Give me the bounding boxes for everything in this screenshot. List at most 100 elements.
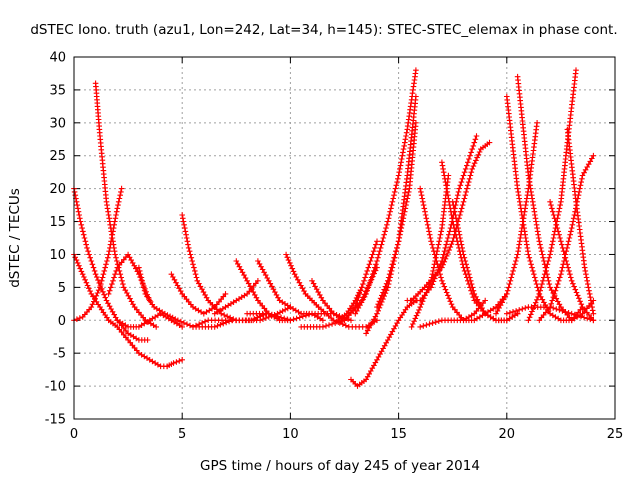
- data-point: [193, 274, 200, 281]
- data-point: [426, 228, 432, 235]
- data-point: [568, 225, 575, 231]
- data-point: [428, 278, 434, 284]
- data-point: [178, 318, 184, 325]
- data-point: [114, 258, 120, 264]
- data-point: [79, 271, 86, 277]
- data-point: [417, 324, 423, 330]
- data-point: [456, 231, 463, 238]
- data-point: [440, 169, 447, 175]
- data-point: [112, 215, 119, 222]
- data-point: [577, 182, 584, 189]
- data-point: [516, 241, 522, 248]
- data-point: [545, 258, 552, 264]
- data-point: [369, 251, 376, 258]
- data-point: [520, 218, 526, 225]
- data-point: [569, 222, 576, 228]
- data-point: [175, 317, 181, 324]
- data-point: [448, 241, 455, 247]
- data-point: [553, 284, 560, 291]
- data-point: [373, 241, 379, 248]
- data-point: [401, 208, 408, 215]
- data-point: [320, 324, 326, 330]
- data-point: [120, 281, 126, 287]
- data-point: [81, 235, 88, 241]
- data-point: [519, 212, 525, 218]
- data-point: [91, 268, 98, 274]
- data-point: [573, 289, 580, 296]
- data-point: [266, 310, 272, 317]
- data-point: [539, 281, 545, 287]
- data-point: [547, 304, 553, 310]
- data-point: [366, 261, 373, 268]
- data-point: [367, 278, 374, 284]
- data-point: [88, 304, 95, 310]
- data-point: [553, 306, 560, 312]
- data-point: [588, 297, 594, 304]
- data-point: [585, 284, 592, 291]
- data-point: [581, 314, 587, 321]
- data-point: [567, 231, 573, 238]
- data-point: [535, 294, 541, 300]
- data-point: [90, 264, 97, 271]
- data-point: [418, 301, 425, 307]
- y-tick-label: 35: [49, 83, 66, 98]
- data-point: [112, 271, 118, 277]
- data-point: [526, 314, 533, 321]
- data-point: [287, 260, 293, 266]
- data-point: [77, 215, 83, 222]
- data-point: [136, 264, 142, 271]
- data-point: [116, 195, 123, 202]
- data-point: [460, 251, 467, 258]
- data-point: [290, 316, 297, 323]
- data-point: [397, 231, 403, 238]
- data-point: [269, 311, 275, 318]
- data-point: [438, 228, 444, 235]
- data-point: [94, 290, 101, 296]
- data-point: [281, 315, 287, 322]
- data-point: [343, 322, 349, 329]
- data-point: [568, 310, 575, 317]
- data-point: [385, 218, 391, 225]
- data-point: [432, 254, 439, 261]
- data-point: [89, 261, 96, 268]
- data-point: [214, 323, 221, 329]
- data-point: [425, 225, 432, 231]
- y-tick-label: 10: [49, 248, 66, 263]
- data-point: [272, 312, 278, 319]
- data-point: [589, 307, 596, 314]
- data-point: [559, 241, 565, 248]
- data-point: [73, 257, 80, 263]
- data-point: [456, 228, 462, 235]
- data-point: [392, 185, 399, 192]
- data-point: [466, 176, 473, 182]
- data-point: [428, 238, 434, 245]
- data-point: [367, 258, 374, 264]
- data-point: [445, 250, 451, 256]
- data-point: [241, 272, 247, 278]
- data-point: [398, 159, 404, 166]
- data-point: [436, 318, 442, 324]
- data-point: [381, 286, 387, 293]
- data-point: [183, 231, 189, 238]
- plot-frame: [73, 56, 616, 420]
- data-point: [444, 238, 450, 245]
- data-point: [320, 317, 326, 324]
- data-point: [138, 274, 145, 281]
- data-point: [361, 294, 368, 300]
- data-point: [461, 169, 468, 175]
- data-point: [374, 258, 380, 264]
- data-point: [77, 218, 84, 225]
- data-point: [578, 313, 584, 320]
- data-point: [363, 291, 369, 297]
- data-point: [510, 309, 516, 315]
- data-point: [360, 281, 366, 287]
- data-point: [562, 309, 569, 315]
- data-point: [556, 205, 563, 212]
- data-point: [255, 278, 261, 284]
- data-point: [417, 304, 423, 310]
- data-point: [447, 298, 454, 305]
- data-point: [113, 254, 119, 261]
- data-point: [419, 195, 426, 202]
- data-point: [533, 281, 540, 287]
- x-axis-label: GPS time / hours of day 245 of year 2014: [200, 458, 480, 474]
